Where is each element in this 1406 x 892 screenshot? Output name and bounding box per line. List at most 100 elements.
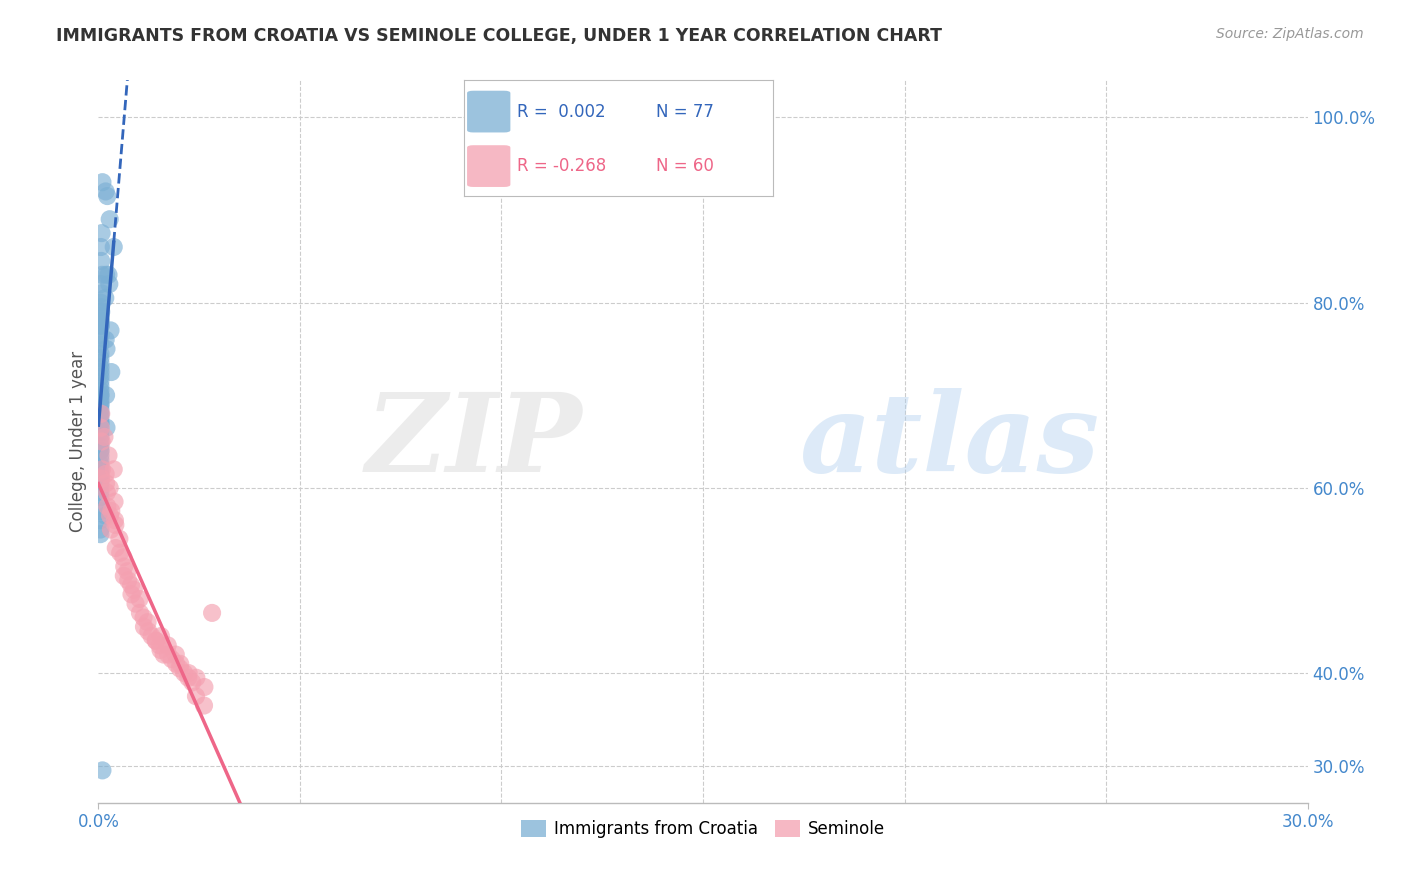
Text: IMMIGRANTS FROM CROATIA VS SEMINOLE COLLEGE, UNDER 1 YEAR CORRELATION CHART: IMMIGRANTS FROM CROATIA VS SEMINOLE COLL… [56,27,942,45]
Point [94,291,117,305]
FancyBboxPatch shape [467,145,510,187]
Point [89,425,111,440]
Point [186,671,208,685]
Point [89,375,111,389]
Point [124,597,146,611]
Point [96,485,118,500]
Point [89,384,111,398]
Point [169,657,191,671]
Point [89,449,111,463]
Point [90,407,112,421]
Point [117,574,139,588]
Point [89,305,111,319]
Point [145,633,167,648]
Point [90,328,112,343]
Point [89,295,111,310]
Point [89,397,111,411]
Point [89,388,111,402]
Point [96,500,118,514]
Point [97,268,120,282]
Point [122,582,145,597]
Point [89,504,111,518]
Point [89,476,111,491]
Point [98,212,121,227]
Point [90,314,112,328]
Point [89,407,111,421]
Point [89,318,111,333]
Text: N = 77: N = 77 [655,103,714,120]
Point [132,620,155,634]
Point [89,485,111,500]
Point [90,434,112,449]
Text: R = -0.268: R = -0.268 [516,157,606,175]
Point [112,569,135,583]
Point [89,388,111,402]
Point [94,508,117,523]
Point [90,420,112,434]
Point [132,610,155,624]
Point [149,638,172,652]
Point [89,467,111,481]
Point [89,443,111,458]
Point [104,513,127,527]
Point [89,416,111,430]
Point [145,633,167,648]
Text: ZIP: ZIP [366,388,582,495]
Point [89,365,111,379]
Point [90,286,112,301]
Text: atlas: atlas [800,388,1099,495]
Point [108,532,131,546]
Point [89,369,111,384]
Point [89,490,111,504]
Point [89,430,111,444]
Point [89,318,111,333]
Point [89,472,111,486]
FancyBboxPatch shape [467,91,510,132]
Point [149,643,172,657]
Point [98,481,121,495]
Point [89,337,111,351]
Point [89,402,111,417]
Point [184,690,207,704]
Point [136,615,159,630]
Point [89,458,111,472]
Point [89,420,111,434]
Point [96,189,118,203]
Point [152,648,174,662]
Point [97,449,120,463]
Text: N = 60: N = 60 [655,157,714,175]
Point [117,564,139,578]
Point [89,481,111,495]
Point [90,472,112,486]
Point [91,764,114,778]
Point [103,240,125,254]
Point [90,310,112,324]
Point [91,175,114,189]
Point [98,508,121,523]
Point [177,666,200,681]
Point [89,416,111,430]
Text: Source: ZipAtlas.com: Source: ZipAtlas.com [1216,27,1364,41]
Point [89,411,111,425]
Point [160,652,183,666]
Point [89,360,111,375]
Point [129,606,152,620]
Point [89,439,111,453]
Point [89,434,111,449]
Point [89,494,111,508]
Point [89,379,111,393]
Point [100,523,122,537]
Point [104,517,127,532]
Point [112,550,135,565]
Point [90,305,112,319]
Point [181,675,204,690]
Point [100,504,122,518]
Point [120,578,142,592]
Point [98,277,121,291]
Point [112,559,135,574]
Point [93,430,115,444]
Point [90,240,112,254]
Point [104,541,127,555]
Point [89,443,111,458]
Point [121,587,143,601]
